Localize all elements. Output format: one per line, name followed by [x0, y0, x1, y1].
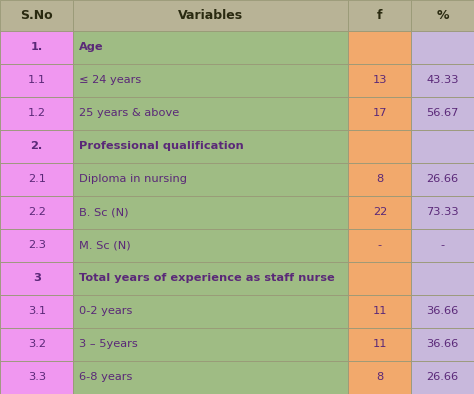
Bar — [348, 361, 411, 394]
Text: 3 – 5years: 3 – 5years — [79, 340, 138, 349]
Text: 3.3: 3.3 — [27, 372, 46, 383]
Text: 3.2: 3.2 — [28, 340, 46, 349]
Bar — [73, 130, 348, 163]
Text: 8: 8 — [376, 372, 383, 383]
Text: 2.3: 2.3 — [28, 240, 46, 251]
Bar — [0, 0, 73, 31]
Bar — [411, 328, 474, 361]
Text: 8: 8 — [376, 175, 383, 184]
Text: B. Sc (N): B. Sc (N) — [79, 207, 128, 217]
Bar — [411, 163, 474, 196]
Bar — [73, 0, 348, 31]
Bar — [411, 295, 474, 328]
Text: 2.1: 2.1 — [28, 175, 46, 184]
Text: 1.2: 1.2 — [28, 108, 46, 118]
Bar — [411, 64, 474, 97]
Text: 22: 22 — [373, 207, 387, 217]
Bar — [73, 64, 348, 97]
Bar — [348, 196, 411, 229]
Bar — [411, 262, 474, 295]
Text: 25 years & above: 25 years & above — [79, 108, 179, 118]
Bar — [73, 163, 348, 196]
Bar — [348, 229, 411, 262]
Bar — [73, 31, 348, 64]
Bar — [73, 262, 348, 295]
Text: f: f — [377, 9, 383, 22]
Text: 6-8 years: 6-8 years — [79, 372, 133, 383]
Bar — [411, 229, 474, 262]
Bar — [0, 262, 73, 295]
Bar — [0, 97, 73, 130]
Bar — [348, 31, 411, 64]
Text: 1.1: 1.1 — [27, 75, 46, 85]
Text: M. Sc (N): M. Sc (N) — [79, 240, 131, 251]
Text: 43.33: 43.33 — [427, 75, 459, 85]
Bar — [348, 328, 411, 361]
Bar — [0, 229, 73, 262]
Text: Variables: Variables — [178, 9, 244, 22]
Text: 0-2 years: 0-2 years — [79, 307, 133, 316]
Bar — [0, 361, 73, 394]
Bar — [348, 130, 411, 163]
Text: Diploma in nursing: Diploma in nursing — [79, 175, 187, 184]
Text: 26.66: 26.66 — [427, 175, 459, 184]
Bar — [411, 361, 474, 394]
Bar — [411, 130, 474, 163]
Text: %: % — [437, 9, 449, 22]
Bar — [0, 31, 73, 64]
Bar — [348, 163, 411, 196]
Text: -: - — [441, 240, 445, 251]
Bar — [73, 328, 348, 361]
Bar — [0, 64, 73, 97]
Bar — [411, 0, 474, 31]
Text: 2.2: 2.2 — [28, 207, 46, 217]
Bar — [348, 64, 411, 97]
Text: Professional qualification: Professional qualification — [79, 141, 244, 151]
Bar — [348, 262, 411, 295]
Text: S.No: S.No — [20, 9, 53, 22]
Bar — [73, 97, 348, 130]
Text: 11: 11 — [373, 340, 387, 349]
Text: 26.66: 26.66 — [427, 372, 459, 383]
Bar — [0, 196, 73, 229]
Text: 56.67: 56.67 — [427, 108, 459, 118]
Text: 36.66: 36.66 — [427, 307, 459, 316]
Text: 3.1: 3.1 — [27, 307, 46, 316]
Text: ≤ 24 years: ≤ 24 years — [79, 75, 141, 85]
Bar — [411, 196, 474, 229]
Bar — [411, 31, 474, 64]
Bar — [73, 196, 348, 229]
Bar — [348, 295, 411, 328]
Bar — [0, 163, 73, 196]
Text: 36.66: 36.66 — [427, 340, 459, 349]
Text: 1.: 1. — [31, 42, 43, 52]
Bar — [0, 295, 73, 328]
Text: 13: 13 — [373, 75, 387, 85]
Bar — [0, 328, 73, 361]
Text: 17: 17 — [373, 108, 387, 118]
Bar — [73, 295, 348, 328]
Text: -: - — [378, 240, 382, 251]
Bar — [0, 130, 73, 163]
Bar — [411, 97, 474, 130]
Text: 2.: 2. — [31, 141, 43, 151]
Bar — [348, 97, 411, 130]
Bar — [73, 361, 348, 394]
Bar — [348, 0, 411, 31]
Text: Age: Age — [79, 42, 104, 52]
Bar — [73, 229, 348, 262]
Text: 3: 3 — [33, 273, 41, 283]
Text: 11: 11 — [373, 307, 387, 316]
Text: 73.33: 73.33 — [427, 207, 459, 217]
Text: Total years of experience as staff nurse: Total years of experience as staff nurse — [79, 273, 335, 283]
